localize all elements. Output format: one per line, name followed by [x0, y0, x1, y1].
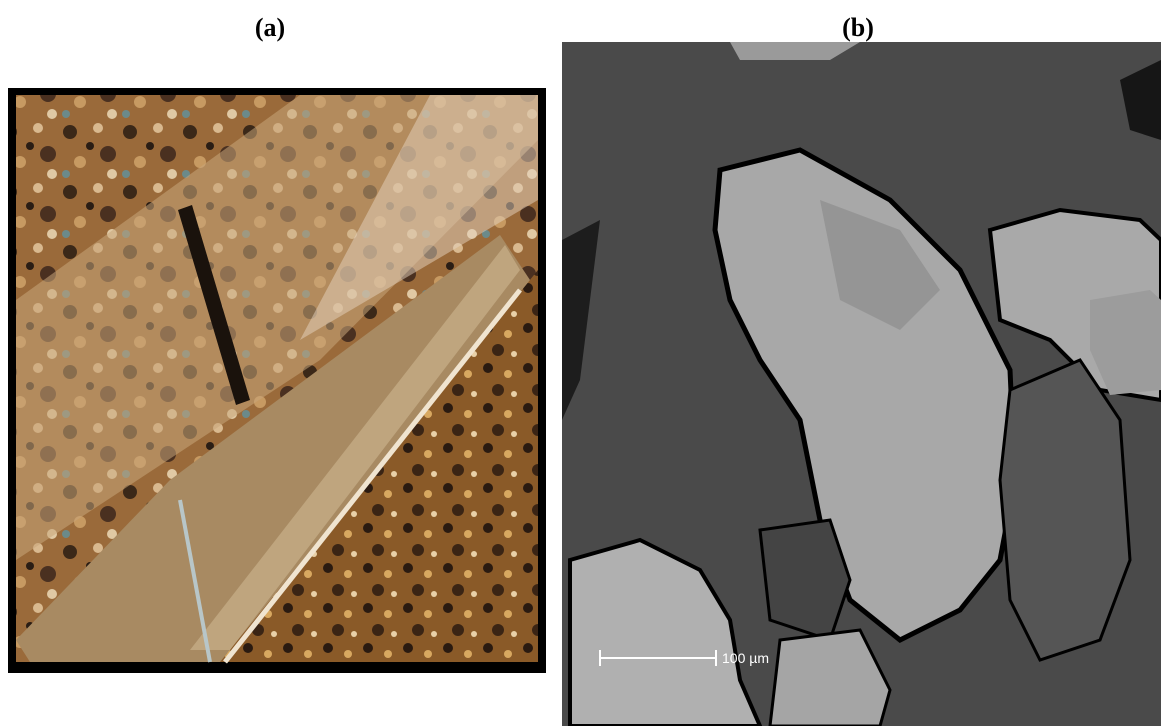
panel-a-image: [8, 88, 546, 673]
panel-label: (a): [255, 13, 285, 42]
panel-b-image: 100 µm: [562, 42, 1161, 726]
scale-bar-label: 100 µm: [722, 650, 769, 666]
panel-label: (b): [842, 13, 874, 42]
